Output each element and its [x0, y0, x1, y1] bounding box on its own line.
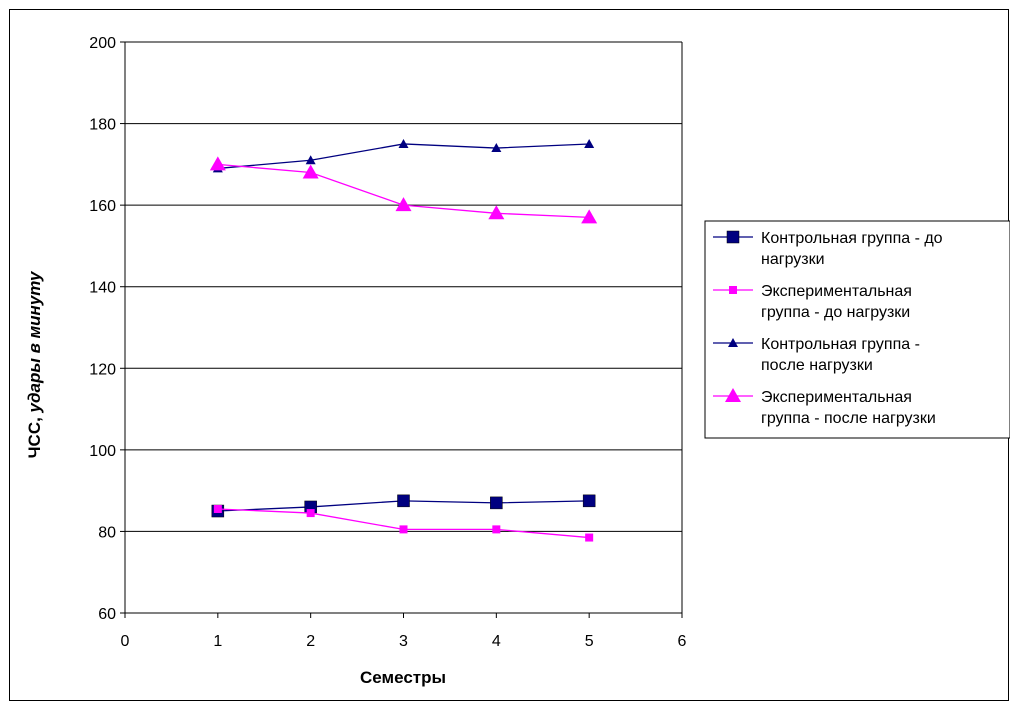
y-tick-label: 140 — [89, 280, 116, 297]
data-point — [209, 156, 226, 171]
data-point — [306, 509, 315, 518]
x-tick-label: 5 — [585, 633, 594, 650]
legend-entry-2: Экспериментальная группа - до нагрузки — [713, 283, 912, 321]
legend-box — [704, 220, 1010, 439]
y-tick-label: 180 — [89, 117, 116, 134]
series-3 — [212, 138, 595, 173]
data-point — [584, 138, 595, 148]
data-point — [305, 155, 316, 165]
data-point — [492, 525, 501, 534]
series-1 — [211, 494, 596, 518]
x-tick-label: 4 — [492, 633, 501, 650]
x-tick-label: 6 — [678, 633, 687, 650]
x-tick-label: 1 — [213, 633, 222, 650]
series-4 — [209, 156, 598, 224]
y-tick-label: 100 — [89, 443, 116, 460]
data-point — [395, 197, 412, 212]
axes — [120, 41, 683, 618]
data-point — [213, 504, 222, 513]
y-tick-label: 80 — [98, 524, 116, 541]
legend-label: Экспериментальная — [761, 283, 912, 300]
x-tick-label: 0 — [121, 633, 130, 650]
x-axis-title: Семестры — [360, 668, 446, 687]
data-point — [488, 205, 505, 220]
legend-swatch-marker — [729, 286, 737, 294]
legend-label: после нагрузки — [761, 357, 873, 374]
series-2 — [213, 504, 594, 542]
data-point — [585, 533, 594, 542]
legend-swatch-marker — [725, 388, 741, 402]
legend-label: группа - после нагрузки — [761, 410, 936, 427]
legend-label: Экспериментальная — [761, 389, 912, 406]
data-point — [490, 496, 503, 510]
y-axis-title-plain: ЧСС, — [25, 417, 44, 458]
y-tick-label: 120 — [89, 361, 116, 378]
legend-label: Контрольная группа - до — [761, 230, 943, 247]
legend-swatch-marker — [726, 230, 740, 244]
x-tick-label: 3 — [399, 633, 408, 650]
data-point — [397, 494, 410, 508]
legend: Контрольная группа - до нагрузки Экспериме… — [704, 220, 1010, 439]
data-point — [582, 494, 596, 508]
y-axis-title: ЧСС, удары в минуту — [25, 270, 44, 458]
legend-label: Контрольная группа - — [761, 336, 920, 353]
data-point — [581, 209, 598, 224]
legend-label: нагрузки — [761, 251, 825, 268]
gridlines — [125, 41, 682, 532]
legend-swatch-marker — [728, 338, 738, 347]
series-layer — [209, 138, 598, 542]
data-point — [398, 138, 409, 148]
y-axis-title-italic: удары в минуту — [25, 270, 44, 417]
legend-label: группа - до нагрузки — [761, 304, 910, 321]
legend-entry-3: Контрольная группа - после нагрузки — [713, 336, 920, 374]
data-point — [302, 164, 319, 179]
legend-entry-1: Контрольная группа - до нагрузки — [713, 230, 943, 268]
y-tick-label: 200 — [89, 35, 116, 52]
y-tick-label: 60 — [98, 606, 116, 623]
legend-entry-4: Экспериментальная группа - после нагрузки — [713, 388, 936, 427]
data-point — [399, 525, 408, 534]
x-tick-label: 2 — [306, 633, 315, 650]
tick-labels: 60 80 100 120 140 160 180 200 0 1 2 3 4 5 6 — [89, 35, 686, 650]
data-point — [491, 143, 502, 153]
y-tick-label: 160 — [89, 198, 116, 215]
